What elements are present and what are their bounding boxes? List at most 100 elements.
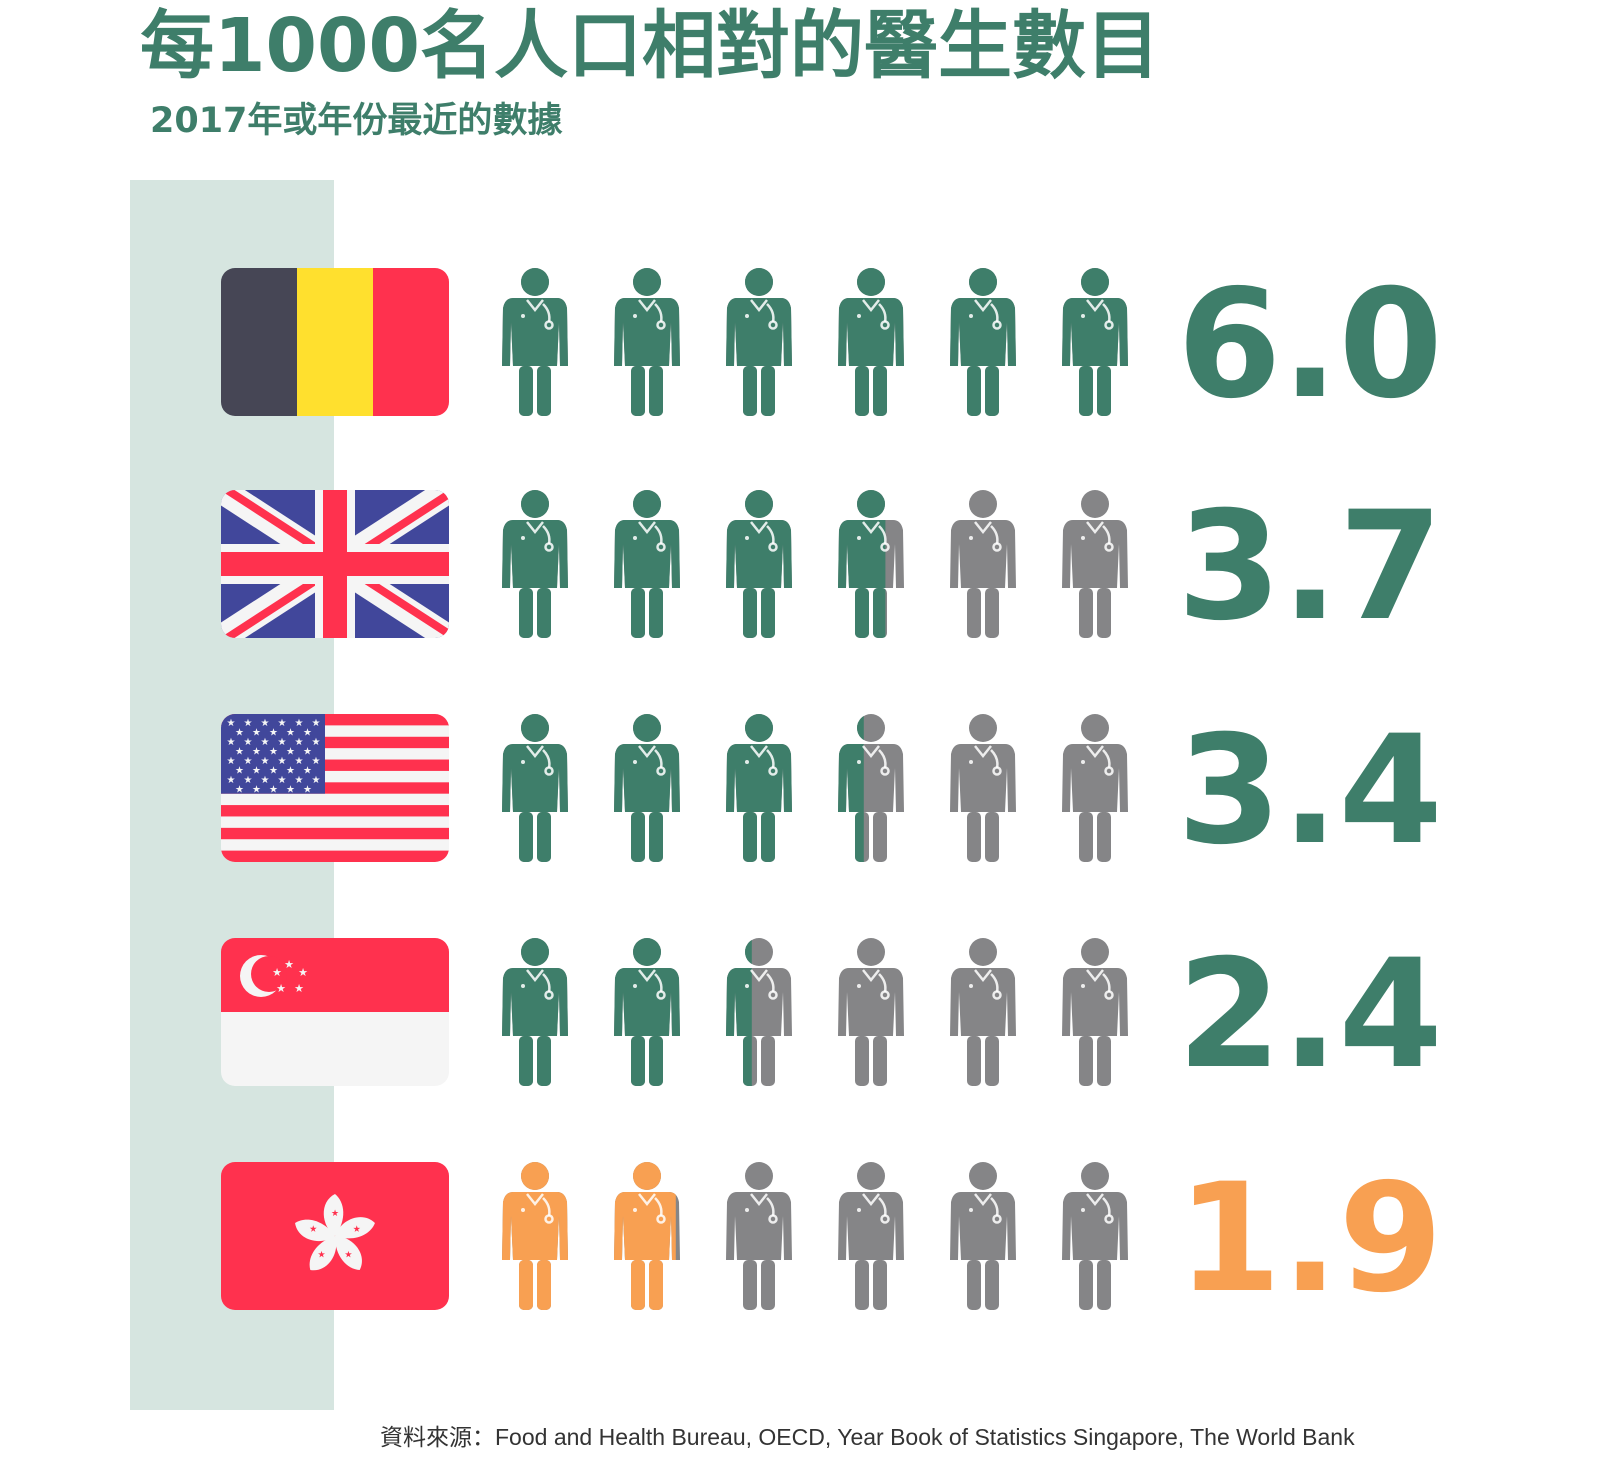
svg-text:★: ★	[312, 775, 321, 786]
svg-text:★: ★	[284, 958, 294, 971]
svg-text:★: ★	[295, 718, 304, 729]
svg-text:★: ★	[308, 1224, 320, 1235]
svg-text:★: ★	[269, 766, 278, 777]
svg-text:★: ★	[235, 747, 244, 758]
doctor-icon	[838, 938, 904, 1086]
value-label: 3.4	[1177, 704, 1443, 878]
flag-usa: ★ ★ ★ ★ ★ ★★ ★ ★ ★ ★★ ★ ★ ★ ★ ★★ ★ ★ ★ ★★ ★ ★ ★ ★ ★★ ★ ★ ★ ★★ ★ ★ ★ ★ ★★…	[221, 714, 449, 862]
svg-text:★: ★	[303, 728, 312, 739]
svg-text:★: ★	[261, 794, 270, 805]
svg-text:★: ★	[295, 775, 304, 786]
svg-text:★: ★	[312, 794, 321, 805]
doctor-icon	[726, 1162, 792, 1310]
chart-row: ★★★★★ 2.4	[221, 928, 1443, 1102]
doctor-icon	[502, 490, 568, 638]
svg-text:★: ★	[303, 747, 312, 758]
svg-text:★: ★	[252, 728, 261, 739]
svg-text:★: ★	[272, 966, 282, 979]
svg-text:★: ★	[261, 737, 270, 748]
svg-text:★: ★	[235, 766, 244, 777]
chart-row: ★ ★ ★ ★ ★ ★★ ★ ★ ★ ★★ ★ ★ ★ ★ ★★ ★ ★ ★ ★★ ★ ★ ★ ★ ★★ ★ ★ ★ ★★ ★ ★ ★ ★ ★★…	[221, 704, 1443, 878]
svg-text:★: ★	[261, 756, 270, 767]
svg-text:★: ★	[261, 718, 270, 729]
chart-row: 6.0	[221, 258, 1443, 432]
svg-text:★: ★	[227, 775, 236, 786]
svg-text:★: ★	[278, 794, 287, 805]
svg-text:★: ★	[278, 737, 287, 748]
chart-row: ★★★★★ 1.9	[221, 1152, 1443, 1326]
svg-text:★: ★	[278, 756, 287, 767]
doctor-icon	[838, 268, 904, 416]
doctor-icon	[950, 490, 1016, 638]
svg-text:★: ★	[312, 737, 321, 748]
flag-hong-kong: ★★★★★	[221, 1162, 449, 1310]
svg-text:★: ★	[276, 982, 286, 995]
svg-text:★: ★	[244, 794, 253, 805]
doctor-icon	[1062, 1162, 1128, 1310]
chart-subtitle: 2017年或年份最近的數據	[150, 101, 563, 141]
doctor-icon	[726, 714, 792, 862]
doctor-icon	[1062, 268, 1128, 416]
value-label: 2.4	[1177, 928, 1443, 1102]
doctor-icon	[950, 938, 1016, 1086]
svg-text:★: ★	[278, 775, 287, 786]
svg-text:★: ★	[269, 785, 278, 796]
svg-text:★: ★	[331, 1209, 339, 1219]
svg-text:★: ★	[303, 766, 312, 777]
doctor-icon	[614, 268, 680, 416]
value-label: 1.9	[1177, 1152, 1443, 1326]
svg-text:★: ★	[261, 775, 270, 786]
svg-text:★: ★	[235, 785, 244, 796]
doctor-icon	[950, 714, 1016, 862]
doctor-icon	[1062, 490, 1128, 638]
svg-text:★: ★	[295, 756, 304, 767]
svg-text:★: ★	[269, 728, 278, 739]
doctor-icon	[614, 490, 680, 638]
doctor-icon	[614, 1162, 680, 1310]
chart-row: 3.7	[221, 480, 1443, 654]
svg-text:★: ★	[235, 728, 244, 739]
doctor-icon	[726, 490, 792, 638]
svg-text:★: ★	[227, 718, 236, 729]
svg-text:★: ★	[227, 737, 236, 748]
svg-text:★: ★	[295, 737, 304, 748]
flag-singapore: ★★★★★	[221, 938, 449, 1086]
doctor-icon	[950, 268, 1016, 416]
svg-text:★: ★	[244, 737, 253, 748]
doctor-icon	[1062, 938, 1128, 1086]
doctor-icon	[726, 268, 792, 416]
doctor-icon	[838, 490, 904, 638]
svg-text:★: ★	[286, 766, 295, 777]
svg-text:★: ★	[252, 785, 261, 796]
svg-text:★: ★	[286, 728, 295, 739]
svg-text:★: ★	[244, 718, 253, 729]
svg-text:★: ★	[350, 1224, 362, 1235]
svg-text:★: ★	[312, 756, 321, 767]
doctor-icon	[502, 1162, 568, 1310]
svg-text:★: ★	[295, 794, 304, 805]
doctor-icon	[950, 1162, 1016, 1310]
source-note: 資料來源：Food and Health Bureau, OECD, Year …	[380, 1424, 1355, 1450]
svg-text:★: ★	[244, 775, 253, 786]
svg-text:★: ★	[278, 718, 287, 729]
doctor-icon	[502, 714, 568, 862]
flag-belgium	[221, 268, 449, 416]
doctor-icon	[502, 268, 568, 416]
svg-text:★: ★	[244, 756, 253, 767]
doctor-icon	[726, 938, 792, 1086]
svg-text:★: ★	[286, 747, 295, 758]
svg-text:★: ★	[303, 785, 312, 796]
svg-text:★: ★	[298, 966, 308, 979]
svg-text:★: ★	[227, 794, 236, 805]
svg-text:★: ★	[269, 747, 278, 758]
doctor-icon	[838, 1162, 904, 1310]
doctor-icon	[614, 714, 680, 862]
value-label: 3.7	[1177, 480, 1443, 654]
doctor-icon	[1062, 714, 1128, 862]
doctor-icon	[502, 938, 568, 1086]
svg-text:★: ★	[227, 756, 236, 767]
svg-text:★: ★	[312, 718, 321, 729]
doctor-icon	[838, 714, 904, 862]
chart-title: 每1000名人口相對的醫生數目	[140, 3, 1160, 89]
